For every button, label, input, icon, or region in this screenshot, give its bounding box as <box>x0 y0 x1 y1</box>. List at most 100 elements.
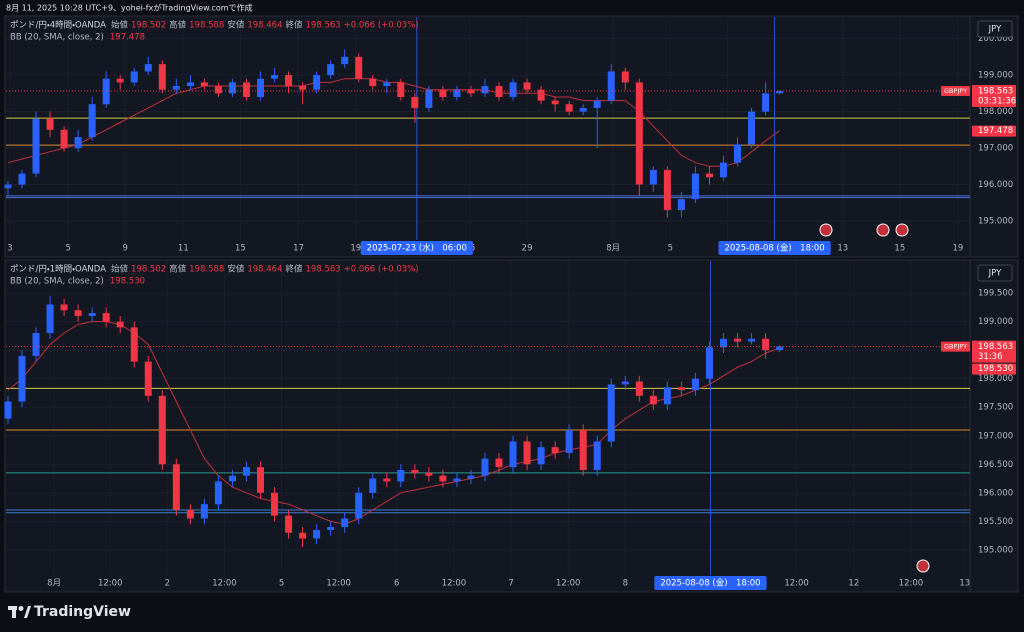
logo-part <box>24 606 31 618</box>
candle-body <box>411 96 419 108</box>
candle-body <box>116 321 124 328</box>
candle-body <box>495 86 503 97</box>
legend-title: ポンド/円・4時間・OANDA <box>10 21 106 31</box>
y-tick-label: 196.000 <box>978 488 1013 498</box>
candle-body <box>425 472 433 476</box>
candle-body <box>46 304 54 334</box>
x-tick-label: 13 <box>837 244 848 254</box>
bb-tag: 197.478 <box>978 126 1013 136</box>
y-tick-label: 195.500 <box>978 517 1013 527</box>
footer-brand: TradingView <box>34 604 131 620</box>
candle-body <box>285 515 293 533</box>
legend-stat-value: 198.464 <box>247 265 282 275</box>
currency-box <box>977 264 1013 282</box>
tradingview-logo <box>8 606 31 618</box>
event-icon <box>895 223 909 237</box>
legend-stat-value: 198.563 <box>306 265 341 275</box>
candle-body <box>691 378 699 391</box>
crosshair-label: 2025-08-08 (金) 18:00 <box>724 243 824 254</box>
x-tick-label: 13 <box>959 579 970 589</box>
candle-body <box>383 478 391 482</box>
candle-body <box>551 100 559 105</box>
candle-body <box>776 346 784 351</box>
y-tick-label: 200.000 <box>978 34 1013 44</box>
candle-body <box>481 458 489 476</box>
candle-body <box>607 384 615 442</box>
legend-stat-label: 始値 <box>111 20 129 31</box>
candle-body <box>439 89 447 97</box>
crosshair-label-bg <box>718 241 831 255</box>
candle-body <box>467 475 475 479</box>
x-tick-label: 17 <box>293 244 304 254</box>
candle-body <box>369 478 377 493</box>
symbol-tag: GBPJPY <box>944 87 967 95</box>
candle-body <box>102 78 110 105</box>
bb-basis-line <box>7 78 780 167</box>
candle-body <box>565 104 573 112</box>
candle-body <box>369 78 377 87</box>
candle-body <box>537 447 545 465</box>
x-tick-label: 9 <box>123 244 128 254</box>
candle-body <box>172 464 180 510</box>
y-tick-label: 197.000 <box>978 144 1013 154</box>
candle-body <box>383 82 391 87</box>
legend-stat-label: 安値 <box>227 20 245 31</box>
bb-tag-bg <box>972 125 1016 137</box>
candle-body <box>509 82 517 97</box>
legend-stat-value: 198.588 <box>189 21 224 31</box>
legend-title: ポンド/円・1時間・OANDA <box>10 265 106 275</box>
x-tick-label: 6 <box>394 579 399 589</box>
candle-body <box>663 387 671 405</box>
crosshair-label: 2025-08-08 (金) 18:00 <box>660 578 760 589</box>
candle-body <box>46 118 54 130</box>
candle-body <box>635 381 643 396</box>
y-tick-label: 197.500 <box>978 403 1013 413</box>
candle-body <box>313 529 321 539</box>
candle-body <box>439 475 447 482</box>
x-tick-label: 12:00 <box>98 579 123 589</box>
legend-stat-value: 198.464 <box>247 21 282 31</box>
x-tick-label: 5 <box>65 244 70 254</box>
candle-body <box>677 387 685 391</box>
logo-part <box>18 606 24 611</box>
candle-body <box>200 504 208 519</box>
candle-body <box>523 82 531 90</box>
legend-stat-value: 198.502 <box>131 265 166 275</box>
x-tick-label: 12:00 <box>899 579 924 589</box>
x-tick-label: 11 <box>178 244 189 254</box>
candle-body <box>74 310 82 316</box>
x-tick-label: 19 <box>953 244 964 254</box>
legend-stat-value: 198.588 <box>189 265 224 275</box>
candle-body <box>677 199 685 211</box>
candle-body <box>144 64 152 72</box>
candle-body <box>453 89 461 97</box>
x-tick-label: 5 <box>668 244 673 254</box>
countdown-tag: 31:36 <box>978 352 1003 362</box>
symbol-tag-bg <box>941 341 970 352</box>
x-tick-label: 29 <box>522 244 533 254</box>
candle-body <box>4 184 12 189</box>
candle-body <box>327 64 335 76</box>
y-tick-label: 196.500 <box>978 460 1013 470</box>
candle-body <box>663 169 671 211</box>
candle-body <box>186 509 194 519</box>
candle-body <box>228 475 236 482</box>
candle-body <box>425 89 433 108</box>
candle-body <box>299 532 307 539</box>
price-tag: 198.563 <box>978 87 1013 97</box>
candle-body <box>397 82 405 97</box>
currency-label: JPY <box>988 25 1002 35</box>
currency-label: JPY <box>988 269 1002 279</box>
y-tick-label: 196.000 <box>978 180 1013 190</box>
candle-body <box>607 71 615 101</box>
legend-stat-label: 安値 <box>227 264 245 275</box>
y-tick-label: 195.000 <box>978 217 1013 227</box>
candle-body <box>60 304 68 311</box>
candle-body <box>285 75 293 87</box>
legend-stat-value: 198.563 <box>306 21 341 31</box>
candle-body <box>355 492 363 519</box>
candle-body <box>172 86 180 90</box>
countdown-tag: 03:31:36 <box>978 97 1016 107</box>
candle-body <box>102 313 110 322</box>
